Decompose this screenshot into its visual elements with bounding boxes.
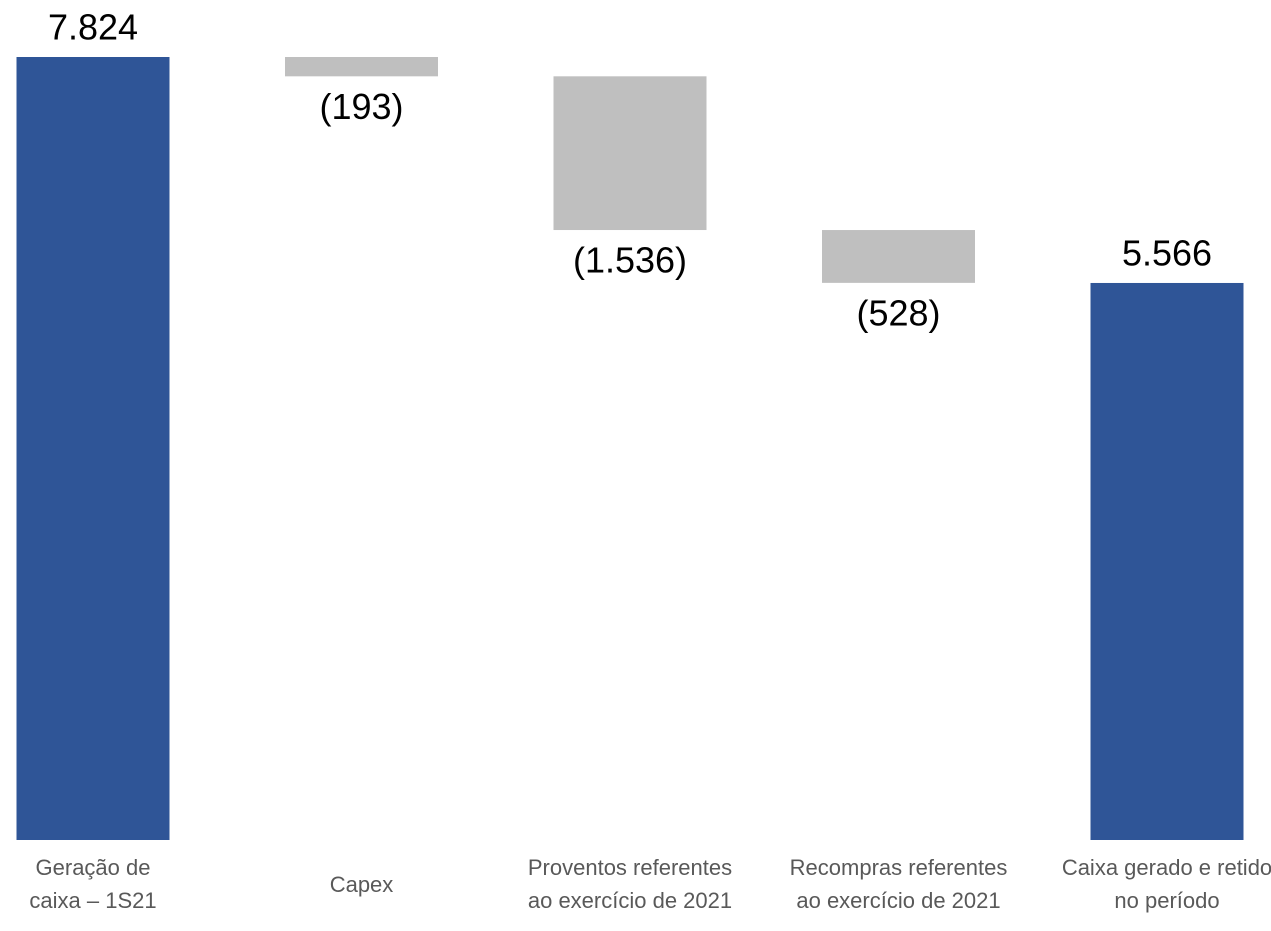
category-label: Capex bbox=[329, 871, 394, 897]
bar bbox=[1090, 282, 1244, 840]
value-label: 5.566 bbox=[1122, 232, 1212, 273]
category-label: Recompras referentes ao exercício de 202… bbox=[789, 855, 1008, 913]
category-label: Geração de caixa – 1S21 bbox=[29, 855, 157, 913]
bar bbox=[822, 230, 975, 283]
bar bbox=[553, 76, 707, 231]
value-label: (193) bbox=[319, 86, 403, 127]
category-label: Caixa gerado e retido no período bbox=[1061, 855, 1271, 913]
value-label: (1.536) bbox=[573, 240, 687, 281]
category-label: Proventos referentes ao exercício de 202… bbox=[527, 855, 733, 913]
bar bbox=[16, 57, 170, 840]
bar bbox=[285, 57, 438, 77]
value-label: 7.824 bbox=[48, 7, 138, 48]
value-label: (528) bbox=[856, 292, 940, 333]
